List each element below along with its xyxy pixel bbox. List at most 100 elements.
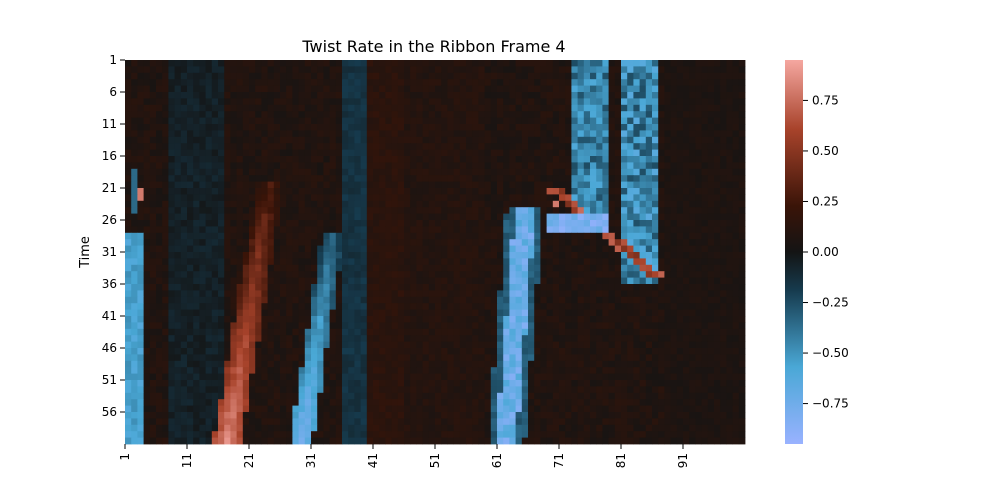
heatmap-cell <box>242 213 250 221</box>
heatmap-cell <box>645 348 653 355</box>
heatmap-cell <box>515 296 523 304</box>
heatmap-cell <box>267 239 275 246</box>
heatmap-cell <box>137 207 144 214</box>
heatmap-cell <box>676 200 684 208</box>
heatmap-cell <box>602 85 609 93</box>
heatmap-cell <box>211 341 219 349</box>
heatmap-cell <box>633 296 640 304</box>
heatmap-cell <box>552 322 560 330</box>
heatmap-cell <box>125 168 132 176</box>
heatmap-cell <box>385 104 392 112</box>
heatmap-cell <box>701 232 709 240</box>
heatmap-cell <box>472 149 479 157</box>
heatmap-cell <box>180 322 188 330</box>
heatmap-cell <box>397 226 405 234</box>
heatmap-cell <box>577 316 585 323</box>
heatmap-cell <box>503 85 510 93</box>
heatmap-cell <box>311 98 318 106</box>
heatmap-cell <box>348 252 355 259</box>
heatmap-cell <box>180 130 188 138</box>
heatmap-cell <box>193 252 200 259</box>
heatmap-cell <box>273 322 281 330</box>
heatmap-cell <box>639 124 647 131</box>
heatmap-cell <box>373 309 380 317</box>
heatmap-cell <box>366 117 374 125</box>
heatmap-cell <box>323 60 330 67</box>
heatmap-cell <box>187 124 194 131</box>
heatmap-cell <box>633 309 640 317</box>
heatmap-cell <box>540 348 547 355</box>
heatmap-cell <box>342 348 349 355</box>
heatmap-cell <box>280 207 287 214</box>
heatmap-cell <box>571 149 578 157</box>
heatmap-cell <box>261 85 268 93</box>
heatmap-cell <box>385 124 392 131</box>
heatmap-cell <box>168 136 175 144</box>
heatmap-cell <box>335 341 343 349</box>
heatmap-cell <box>267 213 275 221</box>
heatmap-cell <box>267 226 275 234</box>
heatmap-cell <box>218 322 225 330</box>
heatmap-cell <box>428 258 436 266</box>
heatmap-cell <box>683 181 690 189</box>
heatmap-cell <box>410 104 417 112</box>
heatmap-cell <box>503 232 510 240</box>
heatmap-cell <box>726 367 733 374</box>
heatmap-cell <box>317 264 324 272</box>
heatmap-cell <box>261 360 268 368</box>
heatmap-cell <box>509 85 516 93</box>
heatmap-cell <box>224 220 231 227</box>
heatmap-cell <box>726 296 733 304</box>
heatmap-cell <box>428 290 436 298</box>
heatmap-cell <box>348 341 355 349</box>
heatmap-cell <box>608 124 616 131</box>
heatmap-cell <box>311 341 318 349</box>
heatmap-cell <box>143 85 151 93</box>
heatmap-cell <box>255 175 262 182</box>
heatmap-cell <box>714 354 721 362</box>
heatmap-cell <box>280 328 287 336</box>
heatmap-cell <box>546 290 554 298</box>
heatmap-cell <box>689 72 696 80</box>
heatmap-cell <box>534 213 541 221</box>
heatmap-cell <box>267 367 275 374</box>
heatmap-cell <box>441 149 448 157</box>
heatmap-cell <box>707 354 715 362</box>
heatmap-cell <box>379 360 386 368</box>
heatmap-cell <box>540 162 547 170</box>
heatmap-cell <box>621 284 628 291</box>
heatmap-cell <box>236 348 244 355</box>
heatmap-cell <box>497 252 504 259</box>
heatmap-cell <box>286 213 293 221</box>
heatmap-cell <box>521 290 529 298</box>
heatmap-cell <box>323 220 330 227</box>
heatmap-cell <box>366 341 374 349</box>
heatmap-cell <box>695 117 702 125</box>
heatmap-cell <box>565 348 572 355</box>
heatmap-cell <box>404 188 411 195</box>
heatmap-cell <box>683 66 690 74</box>
heatmap-cell <box>720 277 727 285</box>
heatmap-cell <box>335 367 343 374</box>
heatmap-cell <box>131 213 138 221</box>
heatmap-cell <box>360 348 368 355</box>
heatmap-cell <box>565 168 572 176</box>
heatmap-cell <box>230 72 237 80</box>
heatmap-cell <box>156 188 163 195</box>
heatmap-cell <box>695 207 702 214</box>
heatmap-cell <box>360 149 368 157</box>
heatmap-cell <box>230 143 237 150</box>
heatmap-cell <box>633 200 640 208</box>
heatmap-cell <box>162 117 169 125</box>
heatmap-cell <box>521 79 529 86</box>
heatmap-cell <box>366 258 374 266</box>
heatmap-cell <box>435 232 442 240</box>
heatmap-cell <box>602 239 609 246</box>
heatmap-cell <box>385 271 392 278</box>
heatmap-cell <box>534 373 541 381</box>
heatmap-cell <box>559 124 566 131</box>
heatmap-cell <box>137 335 144 342</box>
heatmap-cell <box>515 72 523 80</box>
heatmap-cell <box>218 60 225 67</box>
heatmap-cell <box>652 373 659 381</box>
